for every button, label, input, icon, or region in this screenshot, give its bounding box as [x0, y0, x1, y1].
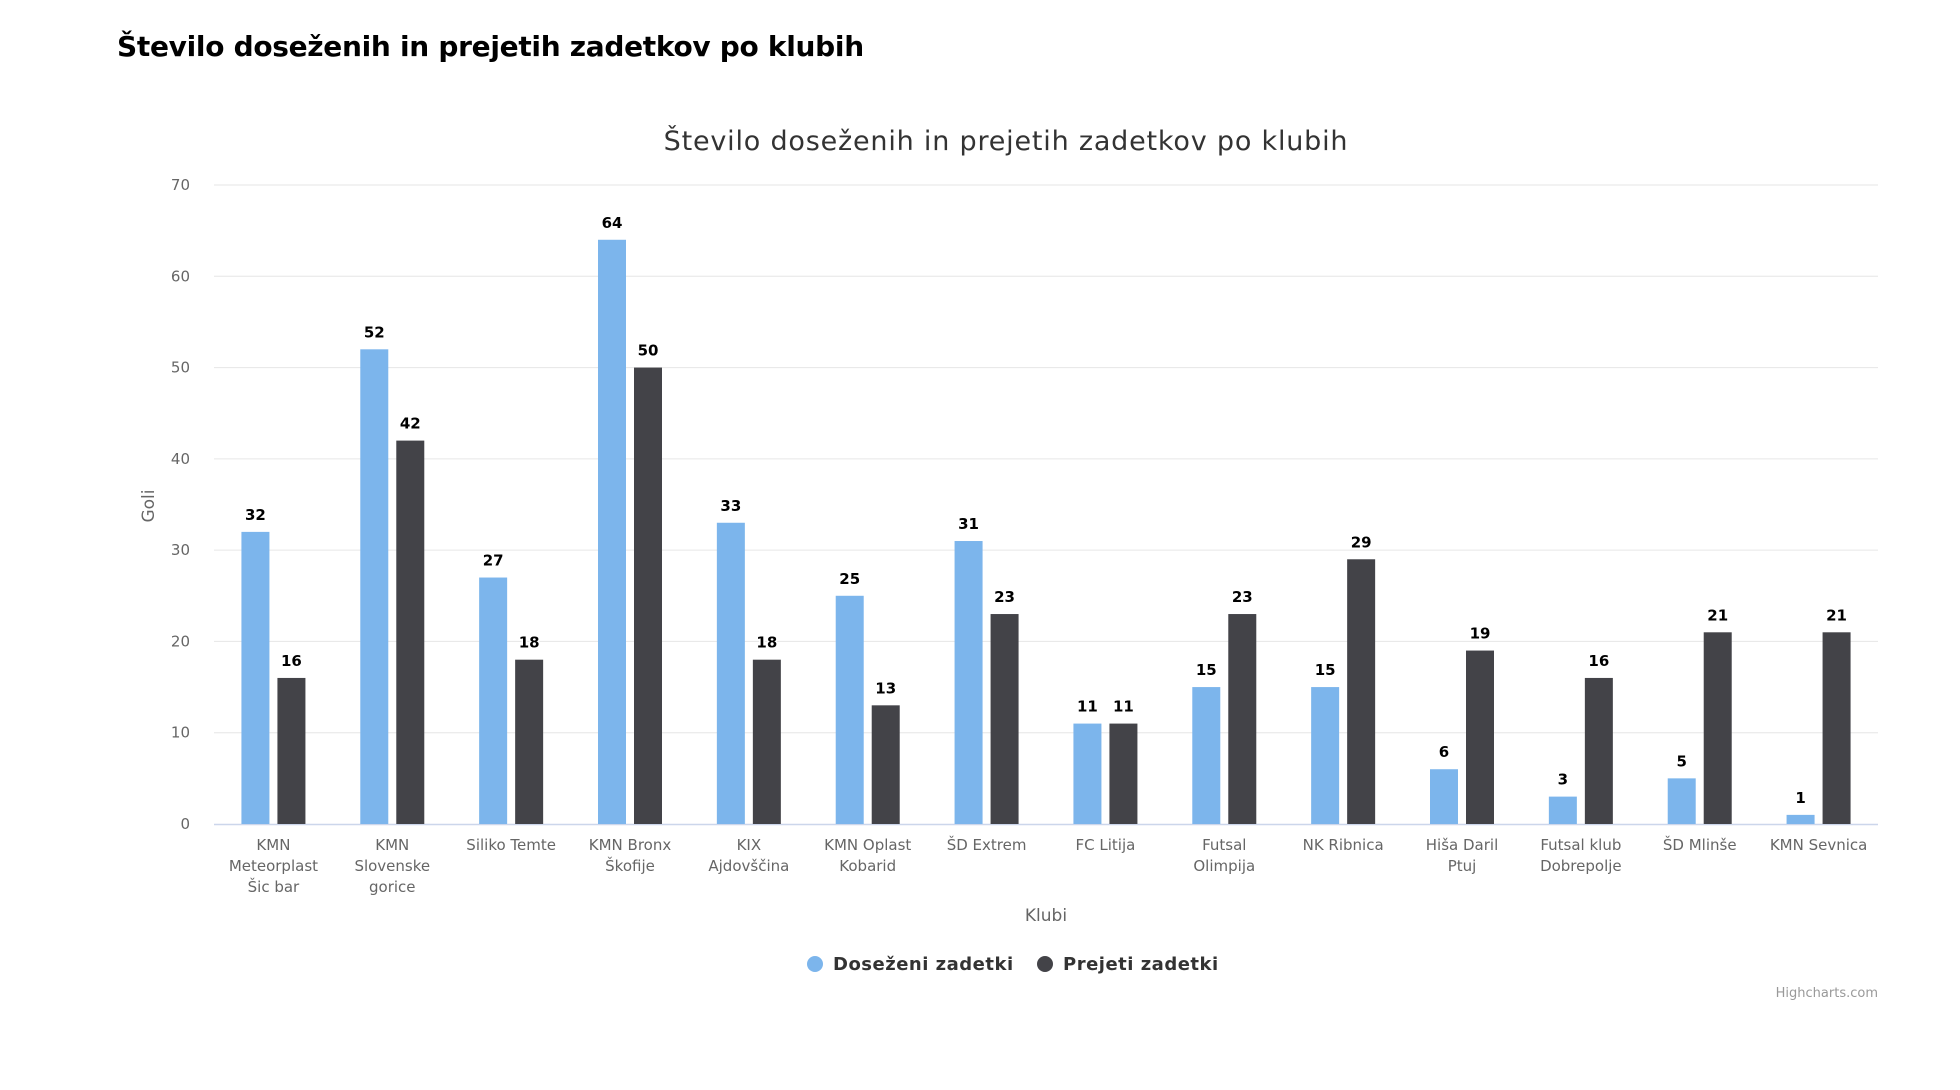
data-label: 16 — [281, 652, 302, 670]
x-tick-label: ŠD Extrem — [947, 835, 1027, 854]
bar-prejeti[interactable] — [871, 705, 900, 824]
bar-dosezeni[interactable] — [1073, 723, 1102, 824]
page-heading: Število doseženih in prejetih zadetkov p… — [117, 30, 864, 63]
bar-prejeti[interactable] — [752, 659, 781, 824]
legend-marker — [807, 956, 823, 972]
legend-item-prejeti[interactable]: Prejeti zadetki — [1037, 954, 1219, 975]
data-label: 11 — [1113, 698, 1134, 716]
x-tick-label: Hiša Daril Ptuj — [1426, 836, 1498, 875]
x-tick-label: KMN Slovenske gorice — [354, 836, 430, 896]
bar-dosezeni[interactable] — [835, 595, 864, 824]
y-tick-label: 0 — [180, 815, 190, 833]
x-tick-label: KMN Meteorplast Šic bar — [229, 836, 318, 896]
data-label: 27 — [483, 552, 504, 570]
data-label: 42 — [400, 415, 421, 433]
data-label: 23 — [994, 588, 1015, 606]
data-label: 6 — [1439, 743, 1449, 761]
legend-label: Doseženi zadetki — [833, 954, 1014, 975]
y-tick-label: 70 — [171, 176, 190, 194]
data-label: 32 — [245, 506, 266, 524]
bar-dosezeni[interactable] — [1192, 687, 1221, 824]
chart-title: Število doseženih in prejetih zadetkov p… — [664, 125, 1349, 157]
bar-dosezeni[interactable] — [1311, 687, 1340, 824]
data-label: 64 — [602, 214, 623, 232]
x-tick-label: KMN Oplast Kobarid — [824, 836, 911, 875]
x-tick-label: KMN Sevnica — [1770, 836, 1868, 854]
grid-lines — [214, 184, 1878, 826]
bar-dosezeni[interactable] — [1786, 814, 1815, 824]
bar-dosezeni[interactable] — [479, 577, 508, 824]
bar-prejeti[interactable] — [1109, 723, 1138, 824]
bar-dosezeni[interactable] — [1548, 796, 1577, 824]
bar-prejeti[interactable] — [990, 614, 1019, 824]
bar-prejeti[interactable] — [1822, 632, 1851, 824]
x-tick-label: ŠD Mlinše — [1663, 835, 1737, 854]
x-tick-label: NK Ribnica — [1303, 836, 1384, 854]
data-label: 1 — [1795, 789, 1805, 807]
data-label: 15 — [1196, 661, 1217, 679]
highcharts-credit[interactable]: Highcharts.com — [1776, 986, 1878, 1001]
y-axis-tick-labels: 0 10 20 30 40 50 60 70 — [171, 176, 190, 833]
y-tick-label: 30 — [171, 541, 190, 559]
data-label: 13 — [875, 679, 896, 697]
data-label: 21 — [1707, 606, 1728, 624]
bar-prejeti[interactable] — [1228, 614, 1257, 824]
legend: Doseženi zadetki Prejeti zadetki — [807, 954, 1219, 975]
legend-marker — [1037, 956, 1053, 972]
x-tick-label: KIX Ajdovščina — [708, 836, 789, 875]
bar-dosezeni[interactable] — [241, 531, 270, 824]
bar-prejeti[interactable] — [1347, 559, 1376, 824]
x-axis-title: Klubi — [1025, 906, 1067, 926]
data-label: 19 — [1470, 625, 1491, 643]
bar-prejeti[interactable] — [1703, 632, 1732, 824]
bar-prejeti[interactable] — [1466, 650, 1494, 824]
bar-prejeti[interactable] — [277, 677, 306, 824]
data-label: 3 — [1558, 771, 1568, 789]
bar-dosezeni[interactable] — [954, 541, 983, 824]
data-label: 18 — [519, 634, 540, 652]
legend-item-dosezeni[interactable]: Doseženi zadetki — [807, 954, 1014, 975]
x-tick-label: Futsal klub Dobrepolje — [1540, 836, 1622, 875]
bar-prejeti[interactable] — [1584, 677, 1613, 824]
y-axis-title: Goli — [139, 489, 159, 522]
data-label: 5 — [1676, 752, 1686, 770]
y-tick-label: 20 — [171, 632, 190, 650]
data-label: 23 — [1232, 588, 1253, 606]
data-label: 52 — [364, 323, 385, 341]
bar-prejeti[interactable] — [396, 440, 425, 824]
y-tick-label: 40 — [171, 450, 190, 468]
data-label: 18 — [756, 634, 777, 652]
x-tick-label: FC Litija — [1076, 836, 1136, 854]
y-tick-label: 50 — [171, 359, 190, 377]
bar-dosezeni[interactable] — [1430, 769, 1458, 824]
y-tick-label: 10 — [171, 724, 190, 742]
data-label: 15 — [1315, 661, 1336, 679]
bars — [241, 239, 1851, 824]
x-tick-label: Siliko Temte — [466, 836, 556, 854]
data-label: 16 — [1588, 652, 1609, 670]
bar-dosezeni[interactable] — [1667, 778, 1696, 824]
bar-prejeti[interactable] — [634, 367, 662, 824]
data-label: 50 — [638, 342, 659, 360]
y-tick-label: 60 — [171, 267, 190, 285]
bar-dosezeni[interactable] — [360, 349, 389, 824]
bar-prejeti[interactable] — [515, 659, 544, 824]
data-label: 21 — [1826, 606, 1847, 624]
x-tick-label: Futsal Olimpija — [1193, 836, 1255, 875]
data-label: 25 — [839, 570, 860, 588]
data-label: 31 — [958, 515, 979, 533]
x-axis-tick-labels: KMN Meteorplast Šic bar KMN Slovenske gorice S… — [229, 835, 1868, 896]
bar-dosezeni[interactable] — [598, 239, 626, 824]
data-label: 29 — [1351, 533, 1372, 551]
bar-dosezeni[interactable] — [716, 522, 745, 824]
data-label: 11 — [1077, 698, 1098, 716]
x-tick-label: KMN Bronx Škofije — [589, 836, 672, 875]
legend-label: Prejeti zadetki — [1063, 954, 1219, 975]
data-label: 33 — [720, 497, 741, 515]
